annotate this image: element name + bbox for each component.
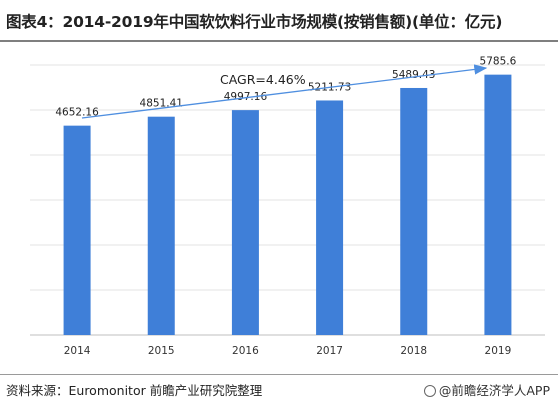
brand-mark: @前瞻经济学人APP	[423, 380, 550, 399]
cagr-annotation: CAGR=4.46%	[220, 72, 306, 87]
footer-divider	[0, 374, 558, 375]
brand-label: @前瞻经济学人APP	[438, 383, 550, 398]
bar-2015	[147, 116, 175, 335]
value-label-2019: 5785.6	[480, 56, 517, 68]
x-tick-label-2016: 2016	[232, 345, 259, 357]
chart-title: 图表4：2014-2019年中国软饮料行业市场规模(按销售额)(单位：亿元)	[6, 13, 503, 31]
x-tick-labels-group: 2014 2015 2016 2017 2018 2019	[64, 345, 512, 357]
gridlines	[30, 64, 545, 291]
bar-2019	[484, 74, 512, 335]
source-note: 资料来源：Euromonitor 前瞻产业研究院整理	[6, 383, 263, 398]
bar-2016	[231, 110, 259, 335]
cagr-trend-arrow	[81, 64, 488, 119]
bar-2018	[400, 87, 428, 335]
brand-icon	[423, 384, 436, 397]
bars-group	[63, 74, 512, 335]
x-tick-label-2018: 2018	[400, 345, 427, 357]
bar-2017	[316, 100, 344, 335]
x-tick-label-2014: 2014	[64, 345, 91, 357]
title-divider	[0, 40, 558, 42]
x-tick-label-2019: 2019	[485, 345, 512, 357]
value-label-2014: 4652.16	[55, 107, 99, 119]
bar-chart: 4652.164851.414997.165211.735489.435785.…	[30, 56, 545, 357]
x-tick-label-2017: 2017	[316, 345, 343, 357]
x-tick-label-2015: 2015	[148, 345, 175, 357]
bar-2014	[63, 125, 91, 335]
